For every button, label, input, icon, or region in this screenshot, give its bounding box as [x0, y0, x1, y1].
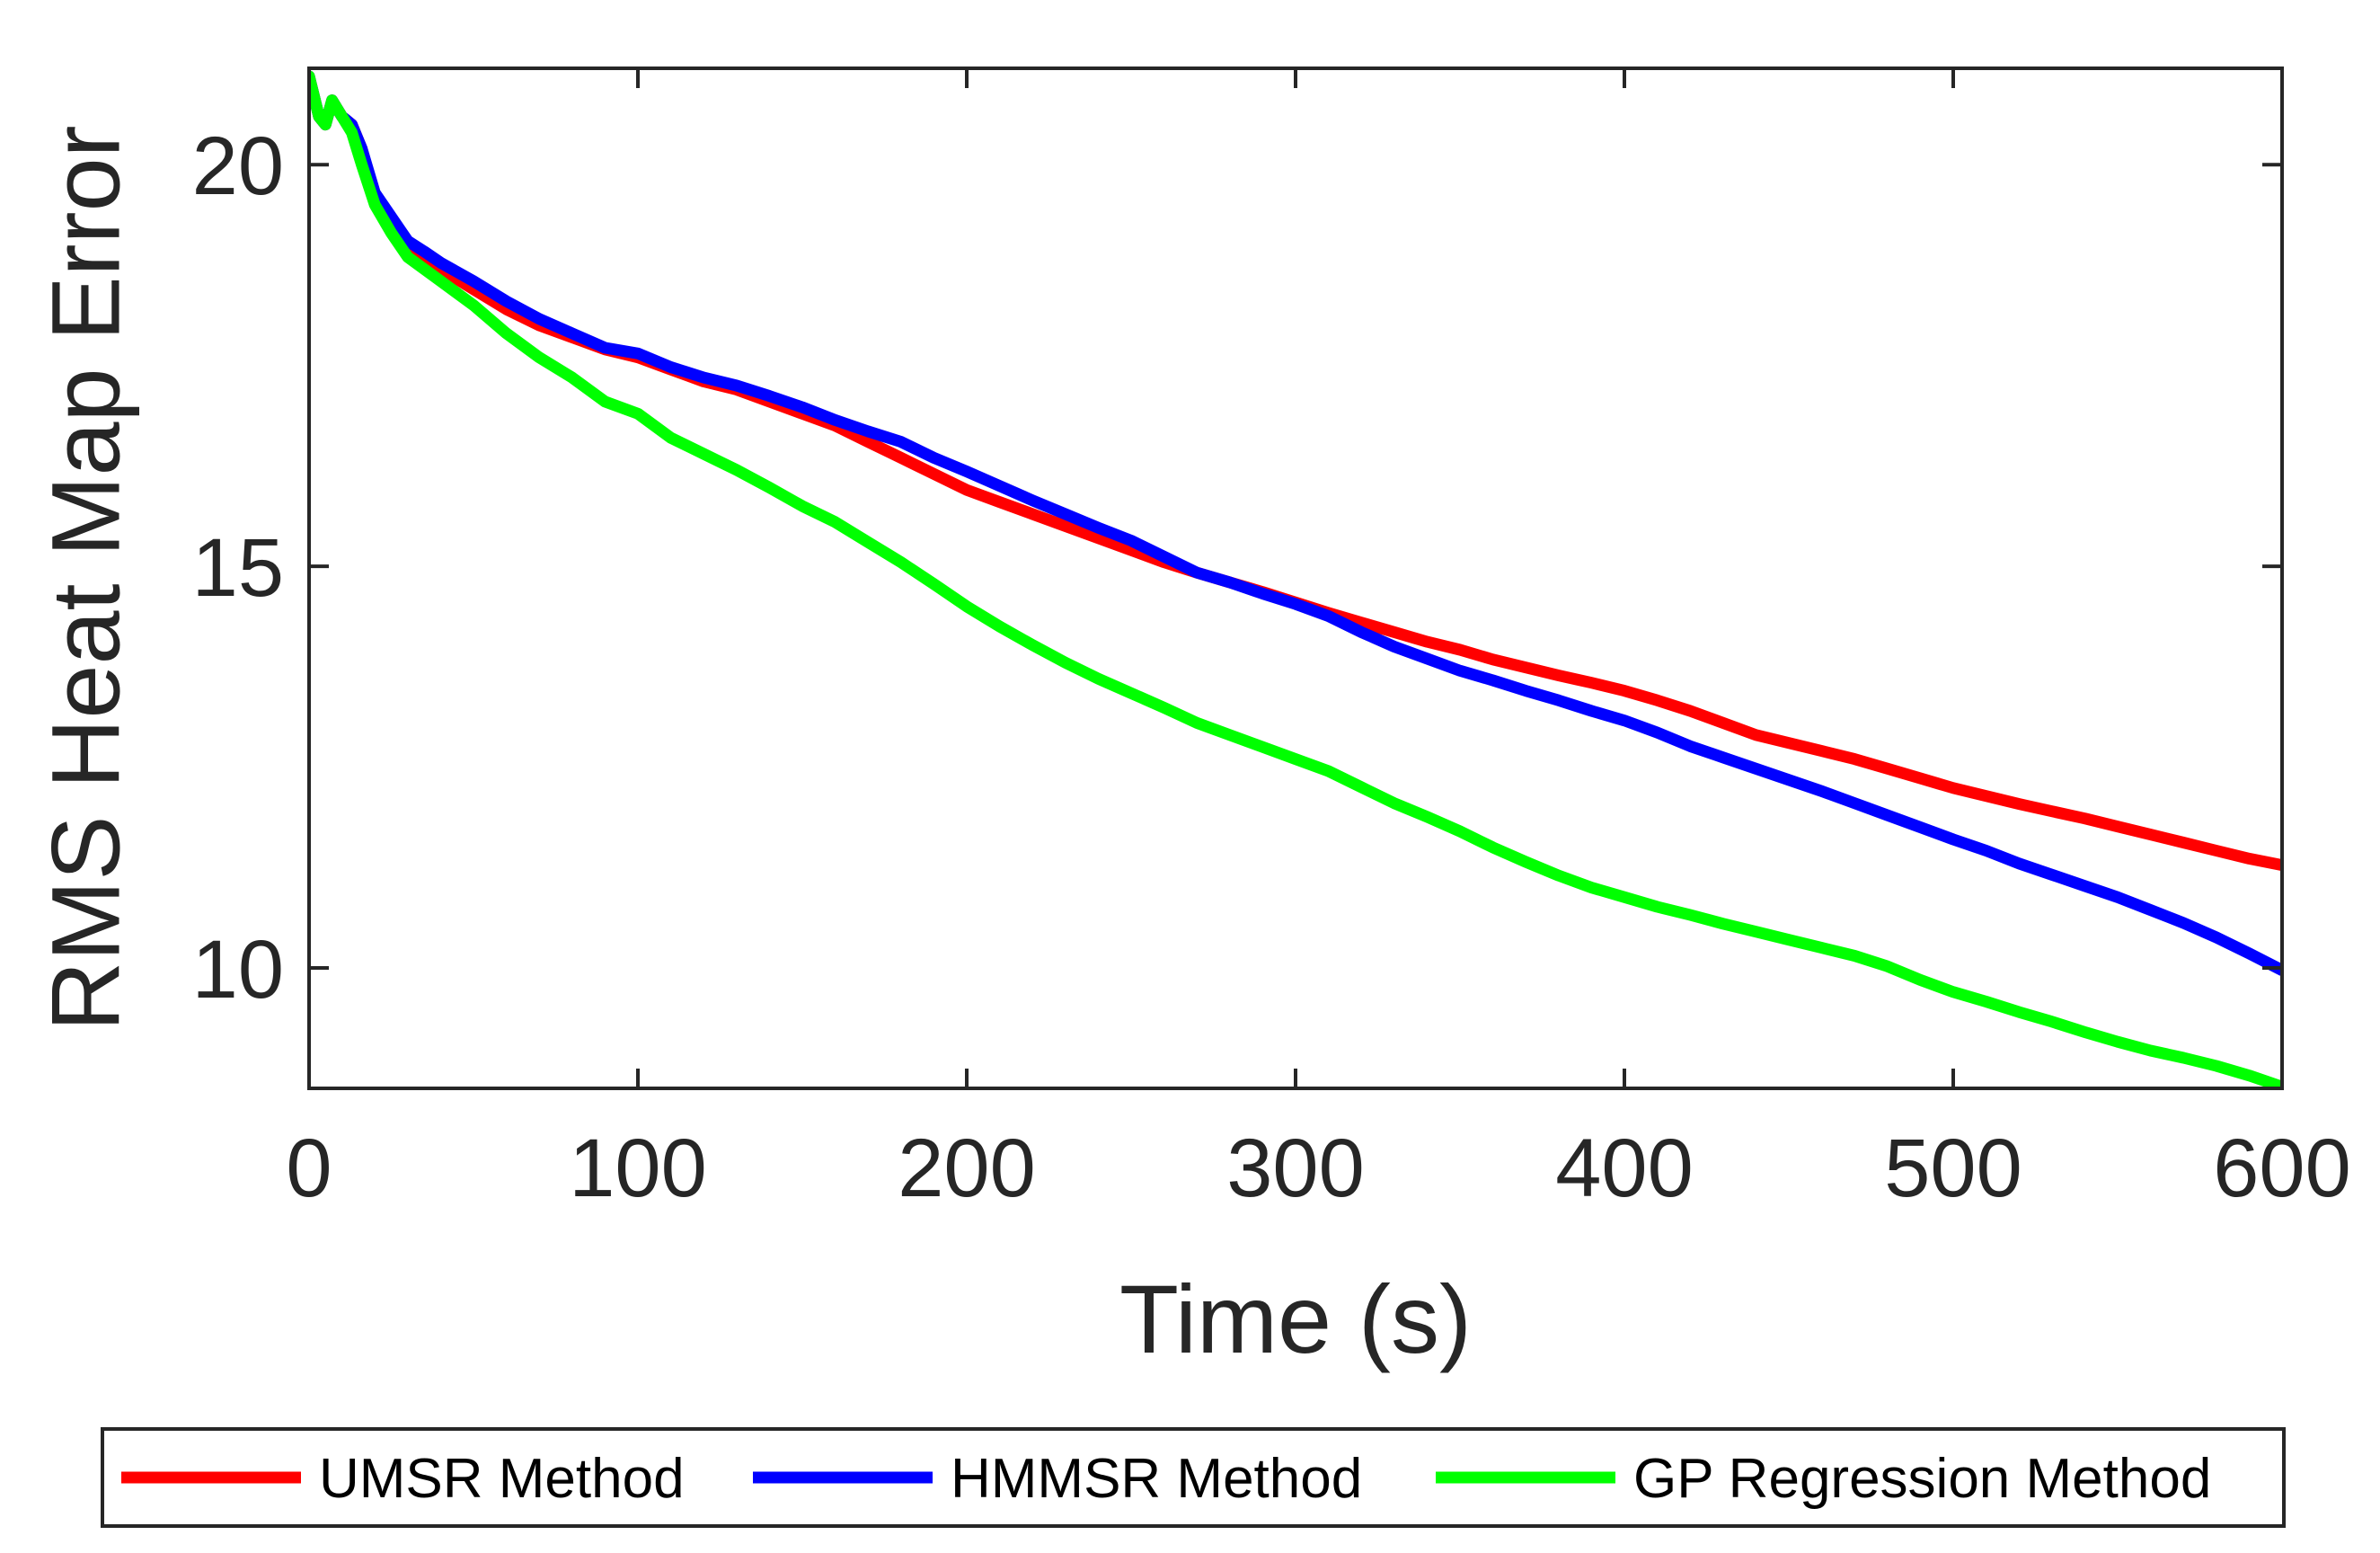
- y-tick-label: 15: [192, 522, 284, 614]
- x-tick-label: 500: [1884, 1123, 2022, 1214]
- plot-area: [309, 70, 2282, 1088]
- legend: UMSR Method HMMSR Method GP Regression Met…: [101, 1427, 2286, 1528]
- y-tick-label: 10: [192, 924, 284, 1016]
- axes: 0 100 200 300 400 500 600 10 15 20: [192, 67, 2351, 1214]
- y-axis-label: RMS Heat Map Error: [31, 125, 140, 1031]
- legend-label-2: HMMSR Method: [951, 1448, 1362, 1510]
- x-axis-label: Time (s): [1119, 1265, 1472, 1373]
- x-tick-label: 200: [898, 1123, 1036, 1214]
- x-tick-label: 400: [1555, 1123, 1694, 1214]
- x-tick-label: 300: [1226, 1123, 1365, 1214]
- legend-label-1: UMSR Method: [319, 1448, 685, 1510]
- legend-label-3: GP Regression Method: [1633, 1448, 2211, 1510]
- series-line-3: [309, 70, 2282, 1088]
- series-line-2: [309, 70, 2282, 977]
- x-tick-label: 600: [2213, 1123, 2351, 1214]
- legend-box: [101, 1427, 2286, 1528]
- y-tick-label: 20: [192, 120, 284, 212]
- x-tick-label: 0: [286, 1123, 332, 1214]
- x-tick-label: 100: [569, 1123, 707, 1214]
